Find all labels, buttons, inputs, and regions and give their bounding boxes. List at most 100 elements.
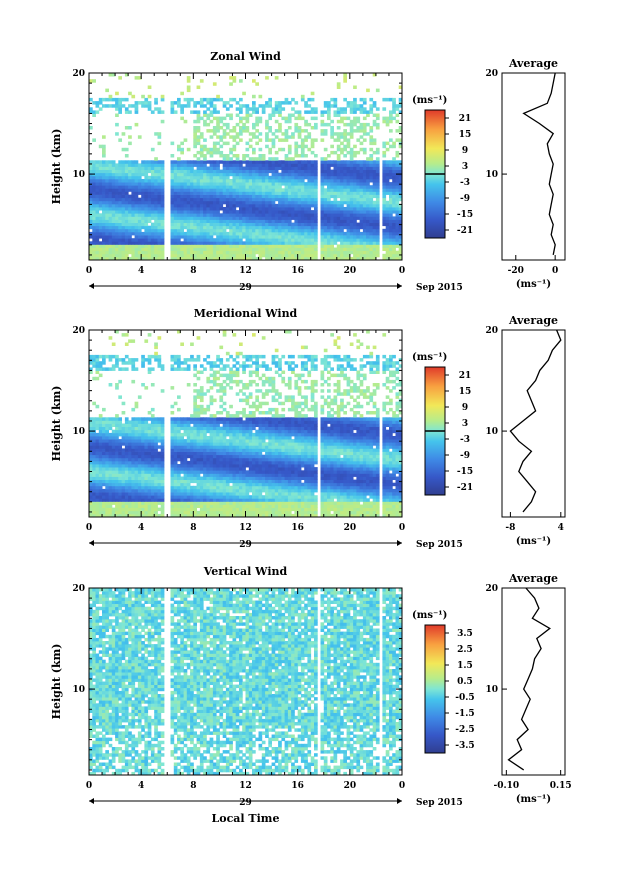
heat-cell [363, 173, 367, 177]
heat-cell [125, 501, 129, 505]
heat-cell [233, 170, 237, 174]
heat-cell [242, 104, 246, 108]
heat-cell [343, 248, 347, 252]
heat-cell [184, 201, 188, 205]
heat-cell [92, 235, 96, 239]
heat-cell [109, 223, 113, 227]
heat-cell [154, 188, 158, 192]
heat-cell [389, 235, 393, 239]
heat-cell [321, 235, 325, 239]
heat-cell [291, 489, 295, 493]
heat-cell [184, 254, 188, 257]
heat-cell [219, 505, 223, 509]
heat-cell [135, 473, 139, 477]
heat-cell [389, 213, 393, 217]
heat-cell [128, 220, 132, 224]
heat-cell [259, 138, 263, 142]
heat-cell [115, 254, 119, 257]
heat-cell [363, 170, 367, 174]
heat-cell [112, 204, 116, 208]
heat-cell [321, 241, 325, 245]
heat-cell [203, 198, 207, 202]
heat-cell [321, 132, 325, 136]
heat-cell [272, 223, 276, 227]
heat-cell [190, 216, 194, 220]
heat-cell [102, 238, 106, 242]
heat-cell [337, 126, 341, 130]
heat-cell [392, 223, 396, 227]
heat-cell [96, 238, 100, 242]
heat-cell [259, 179, 263, 183]
heat-cell [347, 495, 351, 499]
heat-cell [265, 213, 269, 217]
heat-cell [229, 167, 233, 171]
heat-cell [353, 244, 357, 248]
heat-cell [200, 132, 204, 136]
heat-cell [151, 477, 155, 481]
heat-cell [193, 195, 197, 199]
heat-cell [353, 110, 357, 114]
heat-cell [89, 241, 93, 245]
heat-cell [272, 226, 276, 230]
heat-cell [171, 223, 175, 227]
heat-cell [219, 232, 223, 236]
heat-cell [311, 142, 315, 146]
heat-cell [386, 244, 390, 248]
heat-cell [122, 483, 126, 487]
heat-cell [180, 160, 184, 164]
heat-cell [324, 213, 328, 217]
heat-cell [213, 207, 217, 211]
heat-cell [177, 495, 181, 499]
heat-cell [369, 179, 373, 183]
heat-cell [226, 480, 230, 484]
heat-cell [343, 251, 347, 255]
heat-cell [294, 226, 298, 230]
heat-cell [125, 213, 129, 217]
heat-cell [294, 179, 298, 183]
heat-cell [144, 232, 148, 236]
heat-cell [386, 486, 390, 490]
heat-cell [259, 176, 263, 180]
heat-cell [180, 492, 184, 496]
heat-cell [278, 480, 282, 484]
heat-cell [89, 492, 93, 496]
heat-cell [255, 129, 259, 133]
heat-cell [311, 210, 315, 214]
heat-cell [382, 163, 386, 167]
heat-cell [229, 248, 233, 252]
heat-cell [246, 207, 250, 211]
heat-cell [151, 226, 155, 230]
heat-cell [259, 238, 263, 242]
heat-cell [285, 98, 289, 102]
heat-cell [210, 151, 214, 155]
heat-cell [255, 511, 259, 515]
heat-cell [246, 167, 250, 171]
heat-cell [311, 244, 315, 248]
heat-cell [216, 191, 220, 195]
heat-cell [148, 182, 152, 186]
heat-cell [298, 160, 302, 164]
heat-cell [99, 176, 103, 180]
heat-cell [340, 508, 344, 512]
heat-cell [223, 135, 227, 139]
heat-cell [148, 170, 152, 174]
heat-cell [206, 198, 210, 202]
heat-cell [197, 167, 201, 171]
heat-cell [193, 191, 197, 195]
heat-cell [337, 145, 341, 149]
heat-cell [193, 248, 197, 252]
heat-cell [356, 244, 360, 248]
heat-cell [262, 511, 266, 515]
heat-cell [327, 213, 331, 217]
heat-cell [285, 182, 289, 186]
heat-cell [206, 129, 210, 133]
heat-cell [206, 492, 210, 496]
heat-cell [373, 489, 377, 493]
heat-cell [174, 229, 178, 233]
heat-cell [249, 495, 253, 499]
heat-cell [259, 486, 263, 490]
heat-cell [226, 173, 230, 177]
heat-cell [229, 160, 233, 164]
heat-cell [242, 179, 246, 183]
heat-cell [392, 483, 396, 487]
